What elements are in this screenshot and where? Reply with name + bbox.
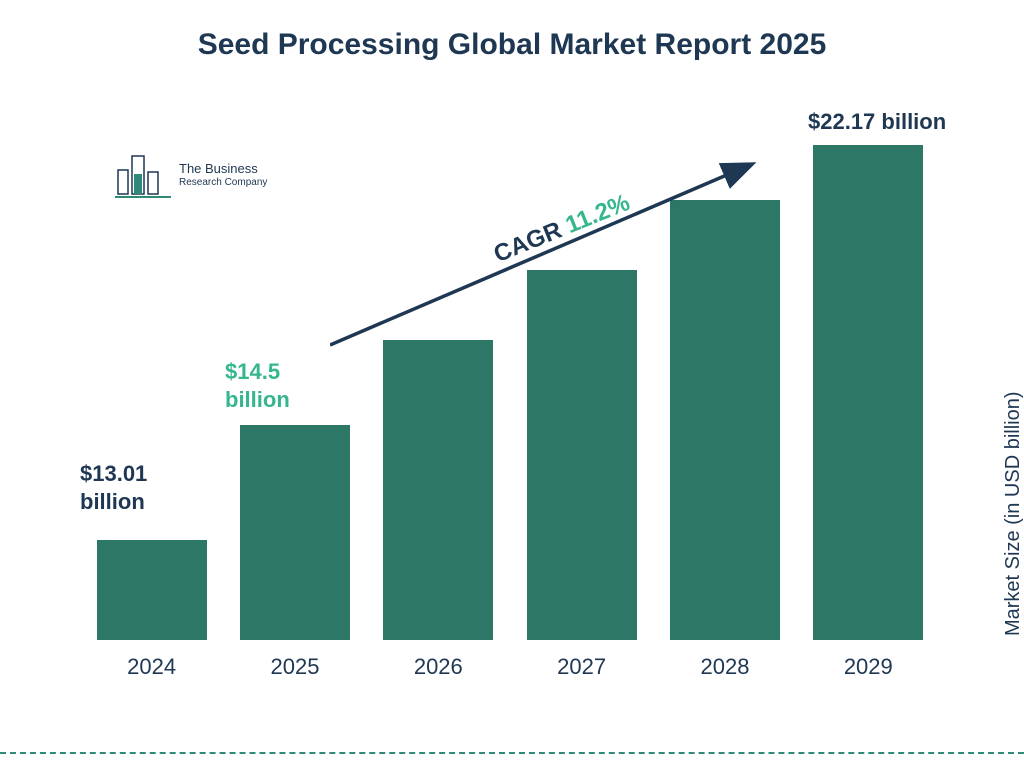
chart-title: Seed Processing Global Market Report 202… <box>0 0 1024 62</box>
bar-wrap <box>808 145 928 640</box>
value-label-2025: $14.5billion <box>225 358 290 413</box>
value-label-2029: $22.17 billion <box>808 108 946 136</box>
bar <box>813 145 923 640</box>
bar <box>383 340 493 640</box>
bar-wrap <box>378 340 498 640</box>
x-label: 2026 <box>378 654 498 680</box>
value-label-2024: $13.01billion <box>80 460 147 515</box>
x-axis-labels: 2024 2025 2026 2027 2028 2029 <box>70 654 950 680</box>
bar <box>97 540 207 640</box>
x-label: 2029 <box>808 654 928 680</box>
x-label: 2024 <box>92 654 212 680</box>
x-label: 2025 <box>235 654 355 680</box>
bottom-dashed-line <box>0 752 1024 754</box>
x-label: 2028 <box>665 654 785 680</box>
bar-wrap <box>235 425 355 640</box>
x-label: 2027 <box>522 654 642 680</box>
bar <box>240 425 350 640</box>
trend-arrow-icon <box>330 155 760 355</box>
cagr-arrow-group: CAGR 11.2% <box>330 155 760 355</box>
y-axis-label: Market Size (in USD billion) <box>1003 392 1024 637</box>
bar-wrap <box>92 540 212 640</box>
